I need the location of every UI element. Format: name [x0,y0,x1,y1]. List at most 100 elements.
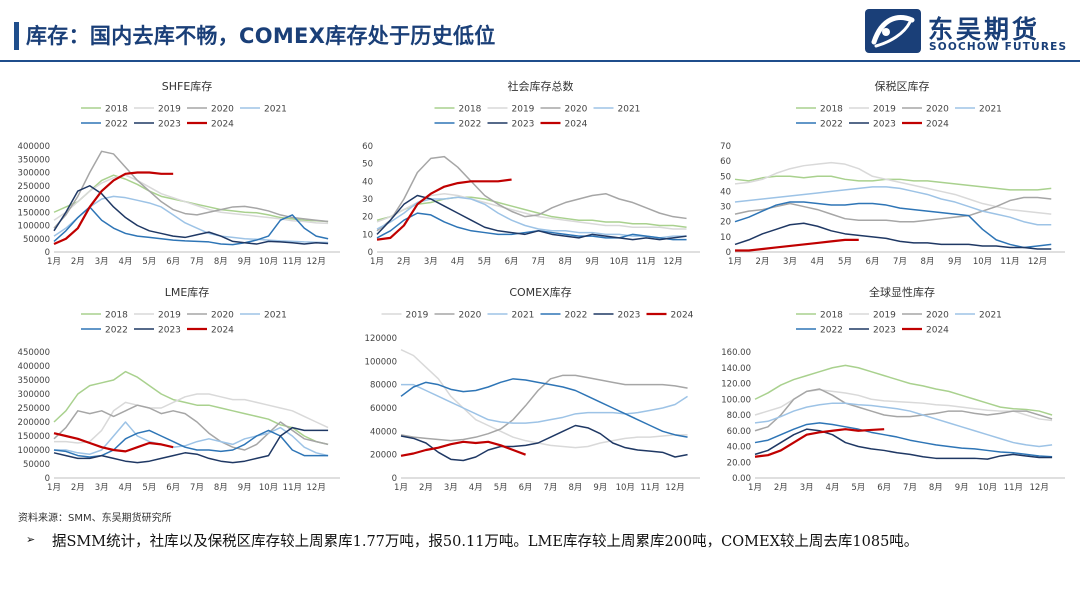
global-x-tick-label: 4月 [826,483,840,493]
social-series-2022 [376,212,687,241]
lme-inventory-chart: LME库存 2018 2019 2020 2021 2022 2023 2024 0 50000 1… [8,280,350,500]
shfe-y-tick-label: 250000 [18,182,50,192]
social-y-tick-label: 40 [362,177,373,187]
svg-text:2022: 2022 [820,326,843,336]
global-legend-2018: 2018 [796,311,843,321]
svg-text:2022: 2022 [565,311,588,321]
comex-series-2024 [400,440,526,457]
shfe-x-tick-label: 1月 [47,257,61,267]
title-accent-bar [14,22,19,50]
shfe-x-tick-label: 6月 [166,257,180,267]
lme-y-tick-label: 250000 [18,404,50,414]
shfe-legend-2023: 2023 [134,120,181,130]
global-x-tick-label: 11月 [1004,483,1023,493]
bonded-y-tick-label: 50 [720,172,731,182]
shfe-y-tick-label: 200000 [18,195,50,205]
bonded-y-tick-label: 70 [720,142,731,152]
global-legend-2020: 2020 [902,311,949,321]
svg-text:2024: 2024 [926,120,949,130]
comex-x-tick-label: 12月 [665,483,684,493]
global-x-tick-label: 6月 [877,483,891,493]
svg-text:2023: 2023 [873,120,896,130]
bonded-chart-title: 保税区库存 [875,79,930,93]
summary-text: 据SMM统计，社库以及保税区库存较上周累库1.77万吨，报50.11万吨。LME… [52,534,919,550]
global-y-tick-label: 100.00 [721,395,751,405]
svg-text:2022: 2022 [105,120,128,130]
lme-x-tick-label: 1月 [47,483,61,493]
svg-text:2024: 2024 [926,326,949,336]
lme-x-tick-label: 5月 [142,483,156,493]
social-x-tick-label: 5月 [478,257,492,267]
svg-text:2023: 2023 [512,120,535,130]
shfe-y-tick-label: 50000 [23,235,50,245]
svg-text:2024: 2024 [211,326,234,336]
social-y-tick-label: 20 [362,213,373,223]
shfe-x-tick-label: 2月 [71,257,85,267]
svg-text:2023: 2023 [618,311,641,321]
social-legend-2021: 2021 [593,105,640,115]
global-legend-2023: 2023 [849,326,896,336]
lme-y-tick-label: 300000 [18,390,50,400]
shfe-x-tick-label: 12月 [307,257,326,267]
logo-chinese-name: 东吴期货 [928,15,1041,44]
logo-english-name: SOOCHOW FUTURES [929,41,1068,53]
social-x-tick-label: 12月 [663,257,682,267]
shfe-legend-2019: 2019 [134,105,181,115]
bonded-x-tick-label: 2月 [756,257,770,267]
comex-legend-2023: 2023 [593,311,641,321]
soochow-logo-icon [865,9,921,53]
bonded-series-2022 [734,201,1052,249]
comex-y-tick-label: 120000 [365,334,397,344]
global-y-tick-label: 160.00 [721,348,751,358]
global-x-tick-label: 1月 [748,483,762,493]
global-chart-svg: 全球显性库存 2018 2019 2020 2021 2022 2023 2024 0.00 20… [721,285,1065,493]
lme-series-2019 [54,393,329,444]
social-x-tick-label: 10月 [610,257,629,267]
social-series-2018 [376,196,687,229]
comex-legend-2020: 2020 [434,311,482,321]
social-y-tick-label: 30 [362,195,373,205]
svg-text:2018: 2018 [820,311,843,321]
svg-text:2018: 2018 [459,105,482,115]
global-series-2024 [754,428,885,458]
header: 库存：国内去库不畅，COMEX库存处于历史低位 东吴期货 SOOCHOW FUT… [0,0,1080,62]
svg-text:2019: 2019 [158,311,181,321]
comex-legend-2022: 2022 [540,311,588,321]
lme-y-tick-label: 50000 [23,460,50,470]
bonded-inventory-chart: 保税区库存 2018 2019 2020 2021 2022 2023 2024 0 10 20 30… [713,74,1075,274]
shfe-series-2024 [53,171,174,246]
lme-legend-2023: 2023 [134,326,181,336]
social-y-tick-label: 10 [362,230,373,240]
shfe-y-tick-label: 400000 [18,142,50,152]
comex-chart-svg: COMEX库存 2019 2020 2021 2022 2023 2024 0 20000 400… [365,285,700,493]
comex-x-tick-label: 1月 [394,483,408,493]
lme-x-tick-label: 2月 [71,483,85,493]
global-x-tick-label: 7月 [903,483,917,493]
global-legend-2021: 2021 [955,311,1002,321]
bonded-x-tick-label: 10月 [973,257,992,267]
lme-x-tick-label: 11月 [283,483,302,493]
social-series-2024 [376,178,512,241]
comex-y-tick-label: 40000 [370,427,397,437]
lme-legend-2018: 2018 [81,311,128,321]
social-legend-2020: 2020 [540,105,588,115]
company-logo: 东吴期货 SOOCHOW FUTURES [862,8,1072,56]
global-y-tick-label: 20.00 [727,458,751,468]
shfe-series-2021 [53,195,329,244]
svg-text:2022: 2022 [820,120,843,130]
shfe-x-tick-label: 7月 [190,257,204,267]
social-chart-svg: 社会库存总数 2018 2019 2020 2021 2022 2023 2024 0 10 20 3… [362,79,700,267]
comex-y-tick-label: 80000 [370,381,397,391]
social-series-2023 [376,194,687,241]
global-series-2021 [754,402,1053,448]
comex-series-2020 [400,374,688,442]
comex-x-tick-label: 2月 [419,483,433,493]
lme-legend-2019: 2019 [134,311,181,321]
bonded-y-tick-label: 20 [720,218,731,228]
shfe-x-tick-label: 3月 [95,257,109,267]
comex-y-tick-label: 60000 [370,404,397,414]
shfe-y-tick-label: 100000 [18,222,50,232]
bonded-legend-2020: 2020 [902,105,949,115]
bonded-x-tick-label: 7月 [893,257,907,267]
shfe-chart-title: SHFE库存 [162,79,213,93]
